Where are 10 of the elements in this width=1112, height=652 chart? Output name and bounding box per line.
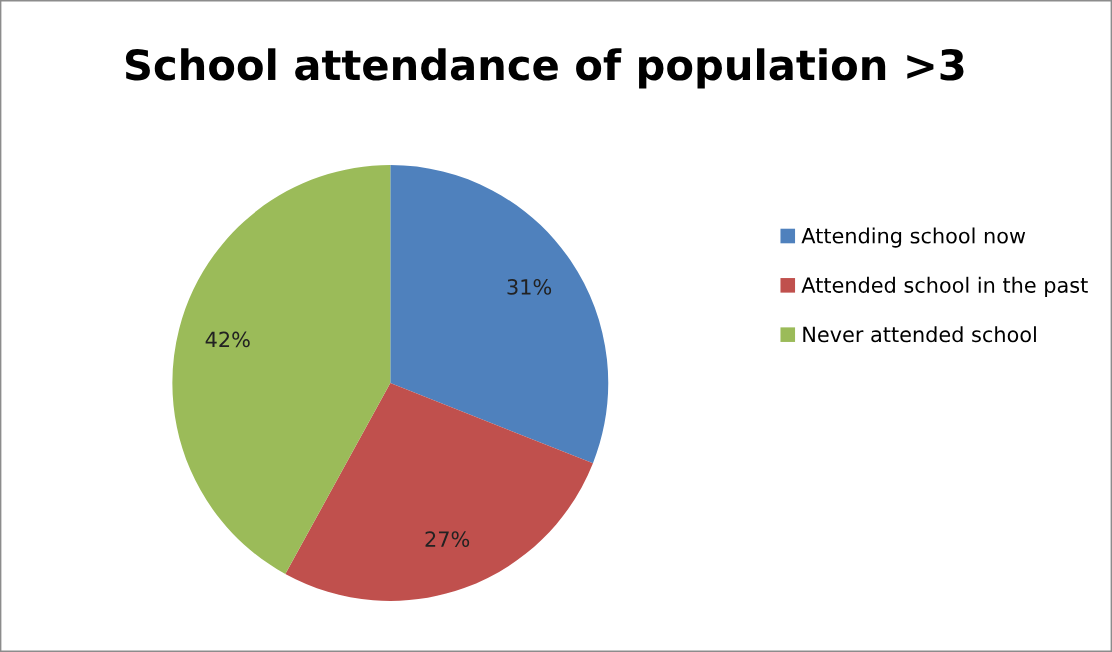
data-label: 31% [507,279,552,295]
data-label: 42% [205,331,250,348]
pie-slice [390,165,609,464]
legend-label: Never attended school [803,326,1036,343]
data-label: 27% [425,531,470,547]
chart-title: School attendance of population >3 [125,48,964,89]
legend-label: Attended school in the past [801,276,1088,297]
pie-slice [172,165,391,575]
legend-label: Attending school now [801,227,1026,248]
pie-slice [285,383,593,601]
